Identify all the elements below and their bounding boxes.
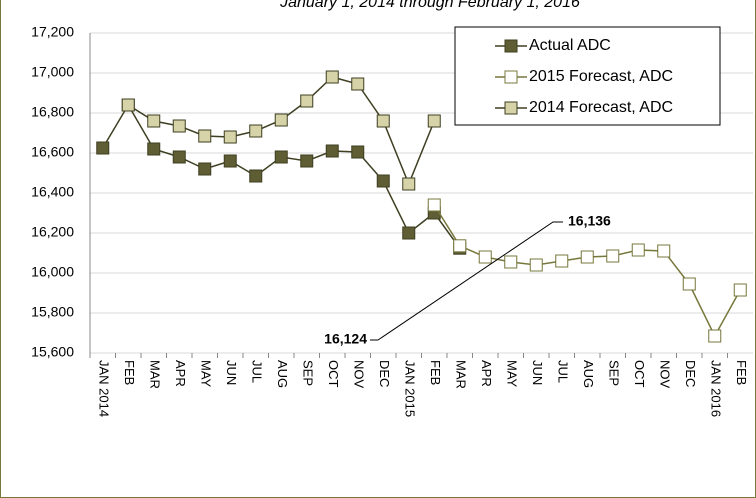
- marker: [96, 141, 110, 155]
- marker: [453, 239, 467, 253]
- marker: [198, 162, 212, 176]
- marker: [427, 198, 441, 212]
- marker: [351, 145, 365, 159]
- marker: [427, 114, 441, 128]
- x-tick-label: FEB: [734, 360, 749, 385]
- marker: [223, 130, 237, 144]
- marker: [249, 169, 263, 183]
- x-tick-label: MAR: [453, 360, 468, 389]
- legend-marker: [504, 39, 518, 53]
- legend-marker: [504, 101, 518, 115]
- marker: [504, 255, 518, 269]
- x-tick-label: NOV: [351, 360, 366, 389]
- legend-label: 2015 Forecast, ADC: [529, 68, 673, 85]
- x-tick-label: JAN 2016: [708, 360, 723, 417]
- marker: [606, 249, 620, 263]
- marker: [376, 114, 390, 128]
- marker: [300, 94, 314, 108]
- x-tick-label: AUG: [581, 360, 596, 388]
- x-tick-label: JAN 2015: [402, 360, 417, 417]
- marker: [402, 177, 416, 191]
- y-tick-label: 15,800: [31, 304, 74, 320]
- marker: [631, 243, 645, 257]
- x-tick-label: FEB: [122, 360, 137, 385]
- x-tick-label: AUG: [275, 360, 290, 388]
- marker: [325, 70, 339, 84]
- x-tick-label: JUL: [555, 360, 570, 383]
- legend-label: Actual ADC: [529, 37, 611, 54]
- legend-label: 2014 Forecast, ADC: [529, 99, 673, 116]
- x-tick-label: APR: [173, 360, 188, 387]
- marker: [402, 226, 416, 240]
- x-tick-label: MAY: [198, 360, 213, 388]
- x-tick-label: JUL: [249, 360, 264, 383]
- marker: [300, 154, 314, 168]
- x-tick-label: FEB: [428, 360, 443, 385]
- marker: [351, 77, 365, 91]
- x-tick-label: DEC: [683, 360, 698, 387]
- y-tick-label: 16,600: [31, 144, 74, 160]
- leader-line: [370, 221, 563, 341]
- y-tick-label: 17,000: [31, 64, 74, 80]
- x-tick-label: SEP: [300, 360, 315, 386]
- marker: [172, 150, 186, 164]
- y-tick-label: 16,800: [31, 104, 74, 120]
- marker: [223, 154, 237, 168]
- marker: [376, 174, 390, 188]
- legend-marker: [504, 70, 518, 84]
- chart-title: January 1, 2014 through February 1, 2016: [279, 0, 580, 11]
- marker: [555, 254, 569, 268]
- y-tick-label: 16,200: [31, 224, 74, 240]
- marker: [147, 142, 161, 156]
- y-tick-label: 17,200: [31, 24, 74, 40]
- x-tick-label: JAN 2014: [96, 360, 111, 417]
- data-label: 16,124: [324, 331, 367, 347]
- marker: [708, 329, 722, 343]
- marker: [249, 124, 263, 138]
- marker: [198, 129, 212, 143]
- marker: [682, 277, 696, 291]
- marker: [274, 113, 288, 127]
- x-tick-label: MAY: [504, 360, 519, 388]
- x-tick-label: MAR: [147, 360, 162, 389]
- x-tick-label: SEP: [606, 360, 621, 386]
- marker: [580, 250, 594, 264]
- marker: [147, 114, 161, 128]
- y-tick-label: 16,400: [31, 184, 74, 200]
- marker: [529, 258, 543, 272]
- x-tick-label: JUN: [530, 360, 545, 385]
- x-tick-label: NOV: [657, 360, 672, 389]
- data-label: 16,136: [568, 213, 611, 229]
- x-tick-label: OCT: [632, 360, 647, 388]
- marker: [274, 150, 288, 164]
- marker: [172, 119, 186, 133]
- x-tick-label: JUN: [224, 360, 239, 385]
- y-tick-label: 15,600: [31, 344, 74, 360]
- y-tick-label: 16,000: [31, 264, 74, 280]
- x-tick-label: DEC: [377, 360, 392, 387]
- marker: [478, 250, 492, 264]
- marker: [121, 98, 135, 112]
- marker: [325, 144, 339, 158]
- marker: [733, 283, 747, 297]
- marker: [657, 244, 671, 258]
- x-tick-label: APR: [479, 360, 494, 387]
- x-tick-label: OCT: [326, 360, 341, 388]
